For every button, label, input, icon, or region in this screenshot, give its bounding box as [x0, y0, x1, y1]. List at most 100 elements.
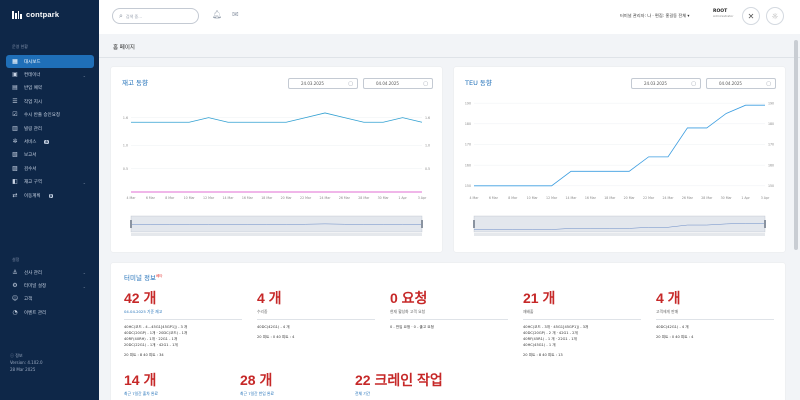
stat-detail-line: 40DC(42G1) - 4 개 — [656, 325, 689, 329]
x-tick-label: 30 Mar — [721, 196, 733, 200]
x-tick-label: 22 Mar — [300, 196, 312, 200]
navigator-scrollbar[interactable] — [131, 233, 422, 236]
sidebar-item-label: 서비스 — [24, 140, 37, 146]
range-navigator-selection — [131, 216, 422, 232]
navigator-line — [131, 223, 423, 225]
navigator-handle-left[interactable] — [473, 220, 475, 228]
inventory-chart-title: 재고 동향 — [122, 79, 148, 87]
sidebar-item-grid[interactable]: ▦ 대시보드 — [6, 55, 94, 69]
event-icon: ◔ — [12, 308, 18, 316]
sidebar-item-route[interactable]: ⇄ 이동계획 β — [6, 189, 94, 202]
navigator-handle-right[interactable] — [421, 220, 423, 228]
stat-value: 4 개 — [656, 290, 681, 306]
sidebar-item-label: 선사 관리 — [24, 270, 42, 276]
stat-detail-line: 40HC(45G1) - 1 개 — [523, 343, 556, 347]
teu-date-from-value: 24.03.2025 — [644, 81, 667, 86]
inventory-date-to[interactable]: 04.04.2025 ▢ — [363, 78, 433, 89]
app-logo[interactable]: contpark — [12, 10, 59, 19]
x-tick-label: 10 Mar — [184, 196, 196, 200]
footer-info[interactable]: ⓘ 정보 — [10, 352, 43, 359]
x-tick-label: 20 Mar — [281, 196, 293, 200]
y-tick-label-right: 1.0 — [425, 144, 430, 148]
y-tick-label: 180 — [465, 122, 471, 126]
sidebar-item-users[interactable]: ☺ 고객 — [6, 293, 94, 306]
sidebar-nav-settings: ⚓ 선사 관리 ⌄ ⚙ 터미널 설정 ⌄ ☺ 고객 ◔ 이벤트 관리 — [6, 266, 94, 320]
sidebar-nav-main: ▦ 대시보드 ▣ 컨테이너 ⌄ ▤ 반입 예약 ☰ 작업 지시 ☑ 수시 반출 승인요청 ▥ 빌링 관리… — [6, 55, 94, 202]
stat-value: 14 개 — [124, 372, 157, 388]
stat-caption: 04.04.2025 기준 재고 — [124, 309, 163, 314]
inventory-date-to-value: 04.04.2025 — [376, 81, 399, 86]
series-line-0 — [474, 104, 765, 187]
sidebar-item-label: 검수서 — [24, 166, 37, 172]
stat-block: 42 개 04.04.2025 기준 재고 40HC(코드 - 4…45G1[45G… — [124, 290, 242, 358]
x-tick-label: 14 Mar — [222, 196, 234, 200]
sidebar-section-settings: 설정 — [12, 257, 20, 262]
stat-caption: 수리중 — [257, 309, 268, 314]
page-scrollbar[interactable] — [794, 40, 798, 250]
sidebar: contpark 운영 현황 ▦ 대시보드 ▣ 컨테이너 ⌄ ▤ 반입 예약 ☰ 작업 지시 ☑ 수… — [0, 0, 99, 400]
sidebar-item-calendar[interactable]: ▤ 반입 예약 — [6, 82, 94, 95]
sidebar-item-event[interactable]: ◔ 이벤트 관리 — [6, 306, 94, 319]
chevron-down-icon: ⌄ — [82, 72, 86, 78]
search-input[interactable] — [125, 13, 186, 19]
user-role: ROOT — [713, 9, 728, 14]
top-header: ⌕ 🔔︎ ✉ 터미널 관리자: 나 · 편집: 홍길동 전체 ▾ ROOT Ad… — [99, 0, 800, 34]
sidebar-item-label: 터미널 설정 — [24, 284, 47, 290]
sidebar-item-label: 반입 예약 — [24, 86, 42, 92]
stat-block: 4 개 고객에게 판매 40DC(42G1) - 4 개 20 피트 : 0 40 피… — [656, 290, 774, 340]
sidebar-item-label: 이동계획 — [24, 193, 41, 199]
x-tick-label: 20 Mar — [624, 196, 636, 200]
stat-value: 4 개 — [257, 290, 282, 306]
sidebar-item-label: 작업 지시 — [24, 99, 42, 105]
x-tick-label: 1 Apr — [398, 196, 407, 200]
sidebar-item-ship[interactable]: ⚓ 선사 관리 ⌄ — [6, 266, 94, 279]
sidebar-section-main: 운영 현황 — [12, 44, 28, 49]
navigator-line — [474, 223, 765, 230]
sidebar-item-report[interactable]: ▧ 보고서 — [6, 149, 94, 162]
navigator-scrollbar[interactable] — [474, 233, 765, 236]
x-tick-label: 8 Mar — [165, 196, 175, 200]
search-box[interactable]: ⌕ — [112, 8, 199, 24]
theme-button[interactable]: ☼ — [766, 7, 784, 25]
series-line-0 — [131, 112, 423, 123]
stat-detail-line: 40DC(20GP) - 2 개 · 42G1 - 2개 — [523, 331, 578, 335]
bell-icon[interactable]: 🔔︎ — [212, 10, 223, 19]
x-tick-label: 26 Mar — [339, 196, 351, 200]
y-tick-label: 1.6 — [123, 116, 128, 120]
terminal-user-selector[interactable]: 터미널 관리자: 나 · 편집: 홍길동 전체 ▾ — [620, 13, 690, 18]
range-navigator-selection — [474, 216, 765, 232]
stat-value: 42 개 — [124, 290, 157, 306]
stat-detail-line: 40RF(45R1) - 1 개 · 22G1 - 1개 — [523, 337, 577, 341]
teu-date-from[interactable]: 24.03.2025 ▢ — [631, 78, 701, 89]
y-tick-label-right: 0.5 — [425, 167, 430, 171]
y-tick-label-right: 190 — [768, 101, 774, 105]
sidebar-item-settings[interactable]: ⚙ 터미널 설정 ⌄ — [6, 279, 94, 292]
stat-divider — [390, 319, 508, 320]
logo-text: contpark — [26, 10, 60, 19]
teu-date-to[interactable]: 04.04.2025 ▢ — [706, 78, 776, 89]
close-button[interactable]: ✕ — [742, 7, 760, 25]
y-tick-label: 1.0 — [123, 144, 128, 148]
page-title: 홈 페이지 — [113, 45, 135, 51]
sidebar-item-label: 고객 — [24, 297, 33, 303]
y-tick-label-right: 180 — [768, 122, 774, 126]
sidebar-item-service[interactable]: ✲ 서비스 β — [6, 135, 94, 148]
stat-footer: 20 피트 : 0 40 피트 : 4 — [656, 335, 694, 339]
sidebar-item-list[interactable]: ☰ 작업 지시 — [6, 95, 94, 108]
stat-detail-line: 40DC(20GP) - 1개 · 20DC(코드) - 1개 — [124, 331, 188, 335]
user-account[interactable]: ROOT Administrator — [713, 9, 733, 18]
navigator-handle-right[interactable] — [764, 220, 766, 228]
mail-icon[interactable]: ✉ — [232, 10, 239, 19]
info-icon: ⓘ — [10, 353, 14, 358]
inventory-date-from[interactable]: 24.03.2025 ▢ — [288, 78, 358, 89]
stat-value: 21 개 — [523, 290, 556, 306]
sidebar-item-bill[interactable]: ▥ 빌링 관리 — [6, 122, 94, 135]
x-tick-label: 24 Mar — [662, 196, 674, 200]
sidebar-item-doc[interactable]: ▨ 검수서 — [6, 162, 94, 175]
x-tick-label: 12 Mar — [546, 196, 558, 200]
sidebar-item-box[interactable]: ▣ 컨테이너 ⌄ — [6, 68, 94, 81]
sidebar-item-check[interactable]: ☑ 수시 반출 승인요청 — [6, 109, 94, 122]
sun-icon: ☼ — [771, 11, 779, 21]
navigator-handle-left[interactable] — [130, 220, 132, 228]
sidebar-item-zone[interactable]: ◧ 재고 구역 ⌄ — [6, 176, 94, 189]
